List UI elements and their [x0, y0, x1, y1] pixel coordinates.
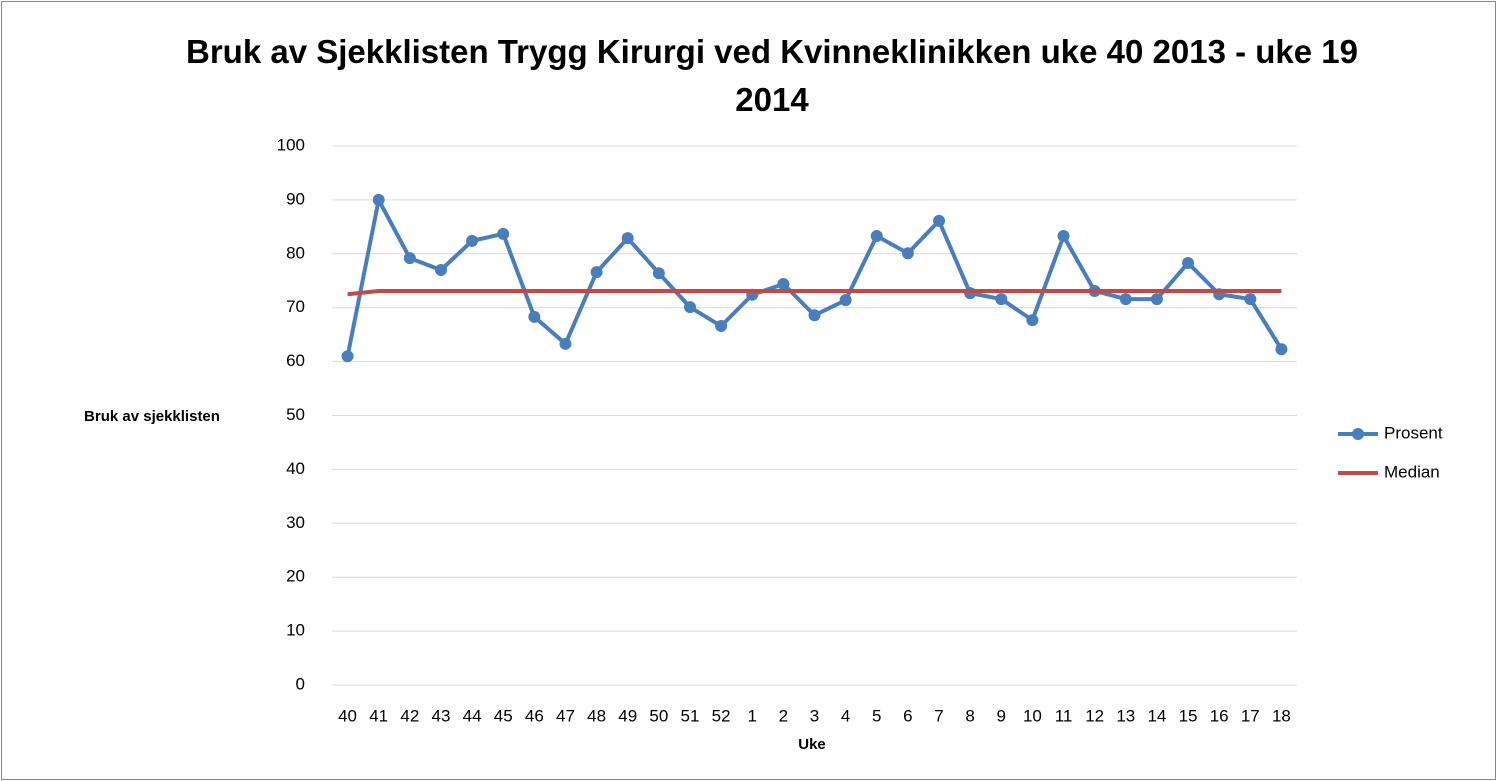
- x-tick-label: 43: [431, 706, 450, 725]
- data-point: [372, 193, 385, 206]
- x-tick-label: 12: [1085, 706, 1104, 725]
- x-tick-label: 15: [1179, 706, 1198, 725]
- y-tick-label: 40: [286, 459, 305, 478]
- data-point: [1057, 230, 1070, 243]
- x-tick-label: 42: [400, 706, 419, 725]
- x-tick-label: 6: [903, 706, 912, 725]
- data-point: [1244, 293, 1257, 306]
- data-point: [466, 234, 479, 247]
- data-point: [1150, 293, 1163, 306]
- x-tick-label: 48: [587, 706, 606, 725]
- data-point: [839, 294, 852, 307]
- x-tick-label: 7: [934, 706, 943, 725]
- data-point: [1026, 314, 1039, 327]
- series-line: [347, 288, 1282, 297]
- y-tick-label: 80: [286, 243, 305, 262]
- y-tick-label: 20: [286, 567, 305, 586]
- data-point: [683, 301, 696, 314]
- x-tick-label: 16: [1210, 706, 1229, 725]
- y-tick-label: 70: [286, 297, 305, 316]
- y-tick-label: 10: [286, 621, 305, 640]
- x-tick-label: 5: [872, 706, 881, 725]
- y-tick-label: 0: [296, 674, 305, 693]
- y-axis-label: Bruk av sjekklisten: [84, 408, 220, 425]
- y-tick-label: 60: [286, 351, 305, 370]
- data-point: [777, 277, 790, 290]
- data-point: [1182, 256, 1195, 269]
- data-point: [652, 267, 665, 280]
- data-point: [870, 230, 883, 243]
- x-tick-label: 3: [810, 706, 819, 725]
- x-tick-label: 17: [1241, 706, 1260, 725]
- x-tick-label: 2: [779, 706, 788, 725]
- legend-label: Prosent: [1384, 423, 1443, 442]
- data-point: [403, 252, 416, 265]
- legend-label: Median: [1384, 462, 1440, 481]
- x-tick-label: 44: [463, 706, 482, 725]
- x-tick-label: 49: [618, 706, 637, 725]
- x-tick-label: 47: [556, 706, 575, 725]
- x-tick-label: 9: [997, 706, 1006, 725]
- x-tick-label: 46: [525, 706, 544, 725]
- x-tick-label: 40: [338, 706, 357, 725]
- x-tick-label: 51: [681, 706, 700, 725]
- x-tick-label: 50: [649, 706, 668, 725]
- x-tick-label: 13: [1116, 706, 1135, 725]
- x-tick-label: 45: [494, 706, 513, 725]
- data-point: [808, 309, 821, 322]
- x-axis-label: Uke: [798, 736, 826, 753]
- data-point: [497, 227, 510, 240]
- y-tick-label: 50: [286, 405, 305, 424]
- x-tick-label: 18: [1272, 706, 1291, 725]
- data-point: [559, 337, 572, 350]
- chart-title: Bruk av Sjekklisten Trygg Kirurgi ved Kv…: [185, 33, 1358, 118]
- x-tick-label: 8: [965, 706, 974, 725]
- data-point: [995, 293, 1008, 306]
- x-tick-label: 1: [748, 706, 757, 725]
- data-point: [590, 266, 603, 279]
- data-point: [341, 350, 354, 363]
- data-point: [528, 310, 541, 323]
- data-point: [621, 232, 634, 245]
- x-tick-label: 10: [1023, 706, 1042, 725]
- legend-marker: [1352, 428, 1364, 440]
- x-tick-label: 14: [1147, 706, 1166, 725]
- data-point: [964, 287, 977, 300]
- data-point: [901, 247, 914, 260]
- x-tick-label: 4: [841, 706, 850, 725]
- y-tick-label: 90: [286, 189, 305, 208]
- data-point: [1275, 343, 1288, 356]
- y-tick-label: 100: [277, 135, 305, 154]
- data-point: [434, 263, 447, 276]
- data-point: [933, 214, 946, 227]
- data-point: [715, 320, 728, 333]
- x-tick-label: 11: [1055, 706, 1073, 725]
- y-tick-label: 30: [286, 513, 305, 532]
- x-tick-label: 52: [712, 706, 731, 725]
- data-point: [1119, 293, 1132, 306]
- x-tick-label: 41: [369, 706, 388, 725]
